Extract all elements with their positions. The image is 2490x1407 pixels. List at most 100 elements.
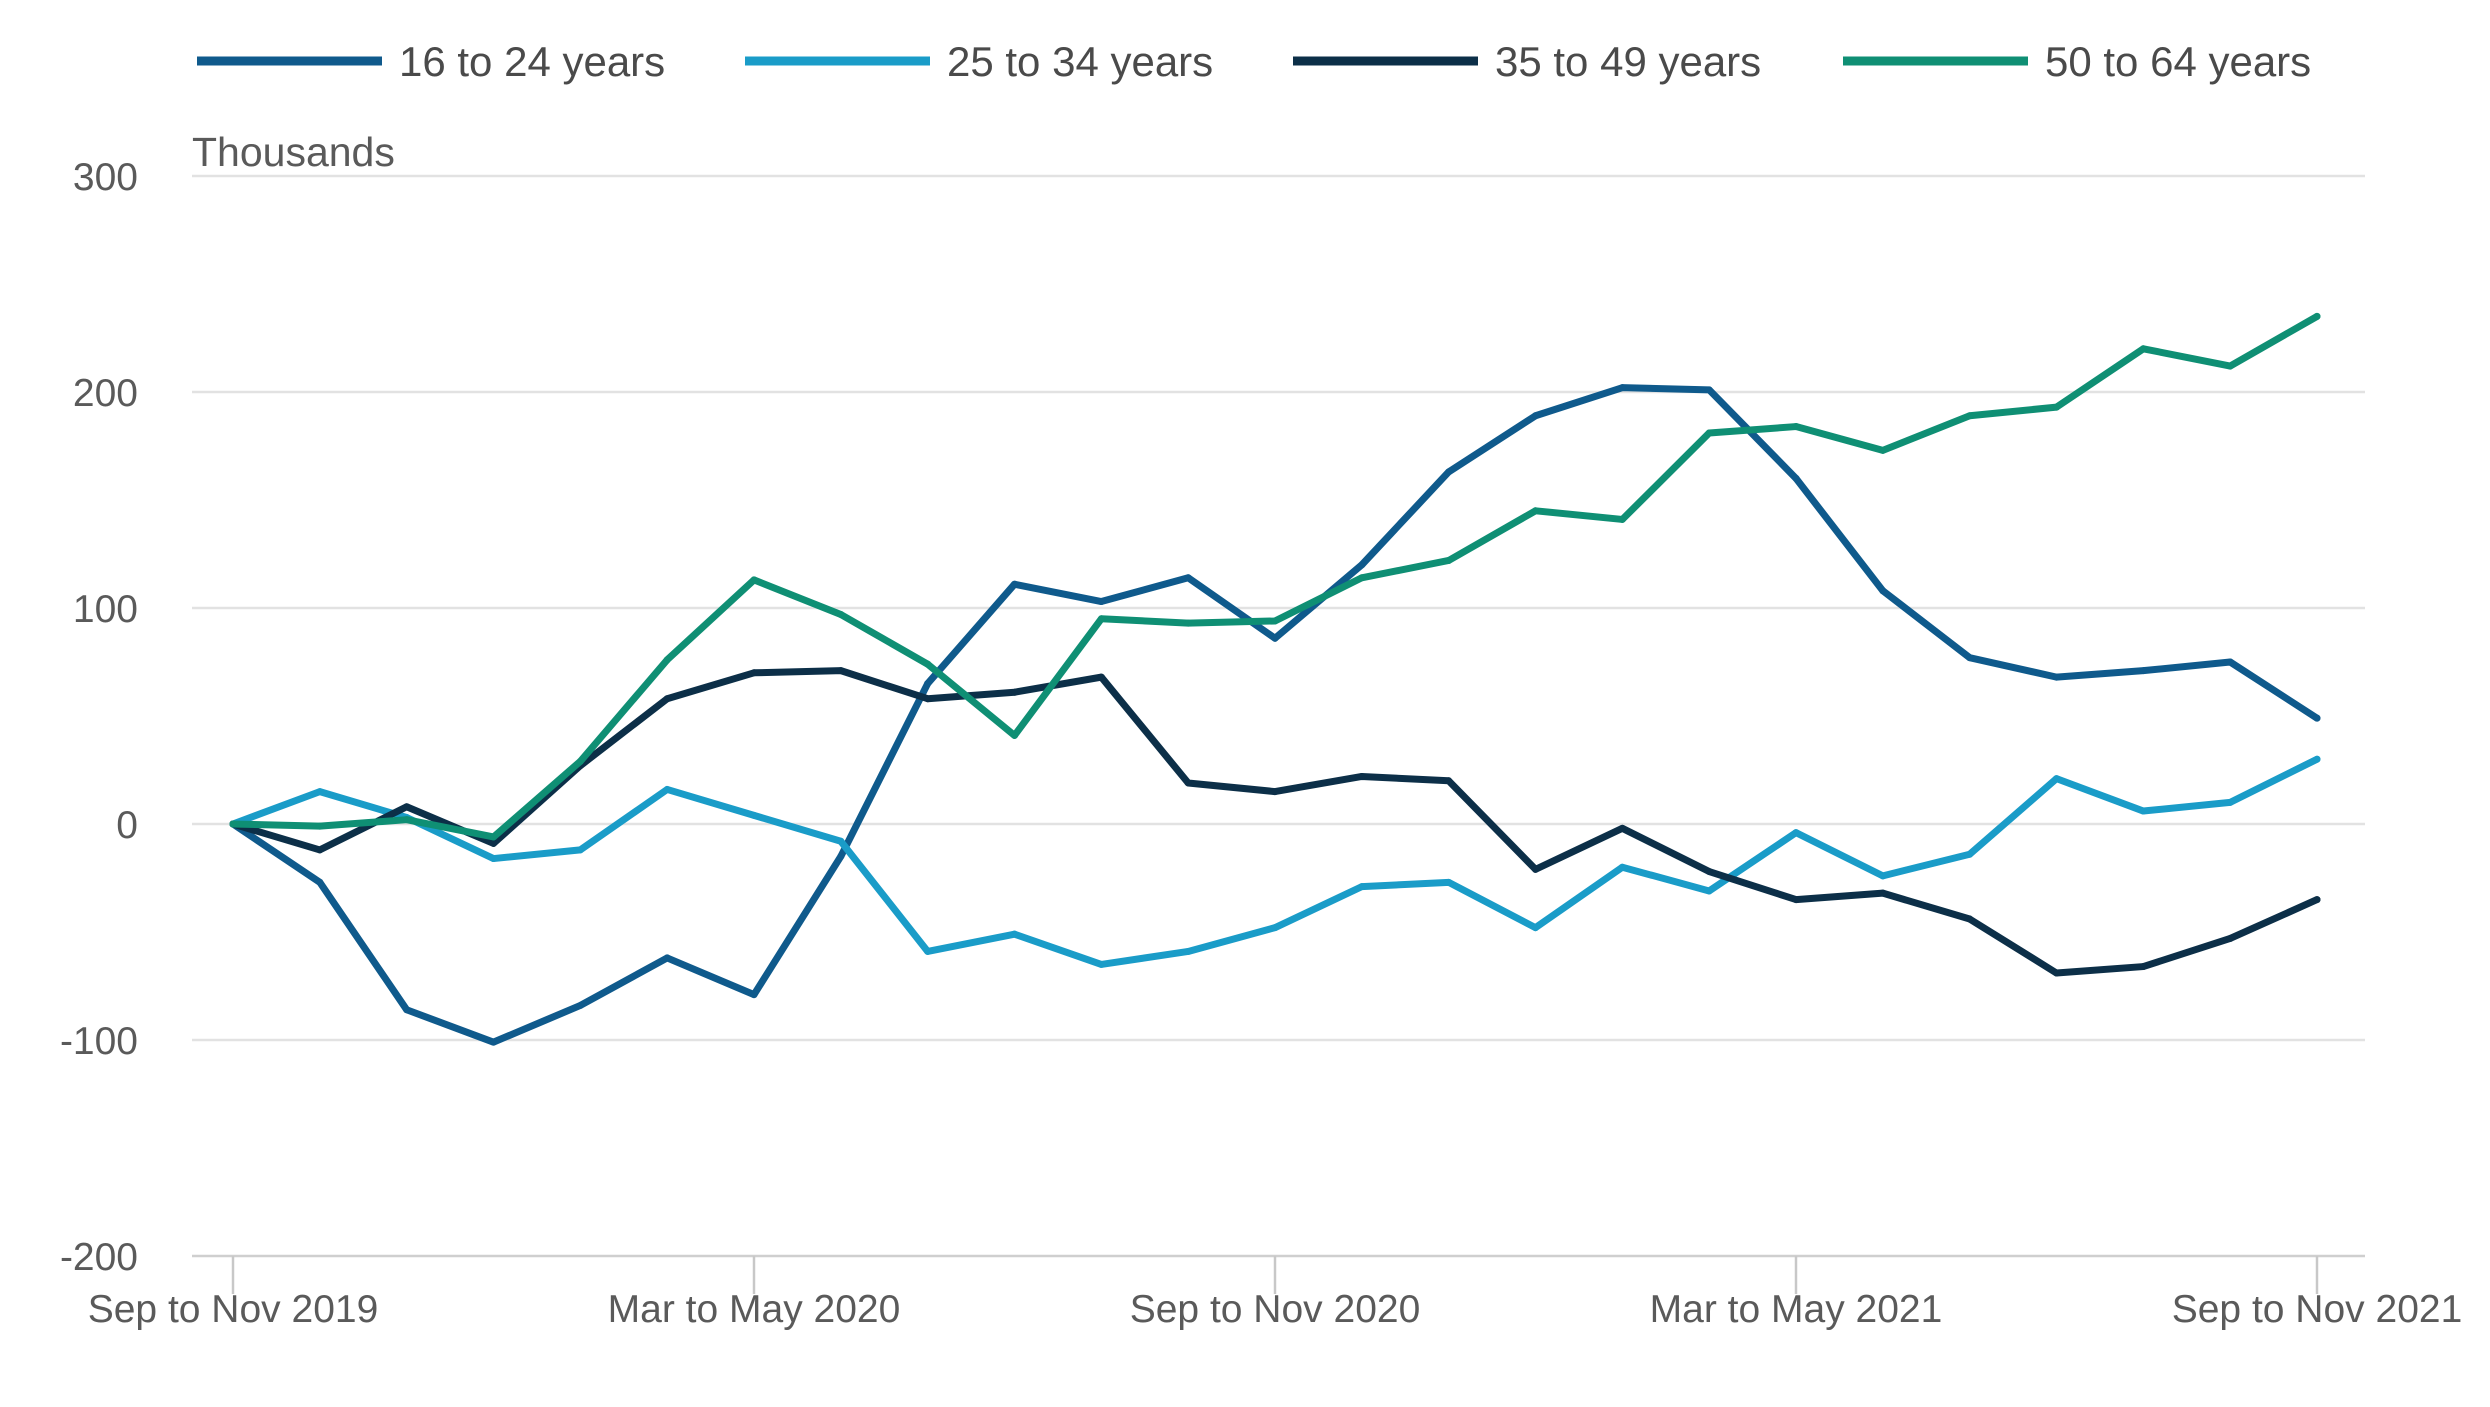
data-point xyxy=(1097,960,1105,968)
data-point xyxy=(2053,403,2060,411)
data-point xyxy=(2226,934,2234,942)
data-point xyxy=(1011,688,1018,696)
data-point xyxy=(1618,515,1626,523)
data-point xyxy=(1184,574,1192,582)
x-tick-label: Sep to Nov 2021 xyxy=(2172,1288,2463,1331)
data-point xyxy=(1705,386,1713,394)
data-point xyxy=(2053,673,2060,681)
y-tick-label: 0 xyxy=(116,804,138,847)
data-point xyxy=(1271,634,1279,642)
data-point xyxy=(1358,883,1366,891)
data-point xyxy=(2139,807,2147,815)
data-point xyxy=(1358,772,1366,780)
data-point xyxy=(490,1038,497,1046)
legend-label: 25 to 34 years xyxy=(947,38,1213,85)
data-point xyxy=(1618,824,1626,832)
data-point xyxy=(2053,969,2060,977)
data-point xyxy=(1966,915,1974,923)
data-point xyxy=(316,846,324,854)
data-point xyxy=(490,833,497,841)
y-tick-label: 300 xyxy=(73,156,138,199)
data-point xyxy=(1445,777,1453,785)
data-point xyxy=(2226,362,2234,370)
data-point xyxy=(316,878,324,886)
y-tick-label: -100 xyxy=(60,1020,138,1063)
data-point xyxy=(576,757,584,765)
data-point xyxy=(1358,561,1366,569)
data-point xyxy=(750,811,758,819)
data-point xyxy=(576,846,584,854)
data-point xyxy=(1271,924,1279,932)
data-point xyxy=(924,947,932,955)
data-point xyxy=(1532,507,1539,515)
data-point xyxy=(1792,896,1800,904)
y-tick-label: 200 xyxy=(73,372,138,415)
data-point xyxy=(1184,619,1192,627)
data-point xyxy=(663,954,671,962)
legend-label: 16 to 24 years xyxy=(399,38,665,85)
data-point xyxy=(403,1006,411,1014)
data-point xyxy=(403,816,411,824)
series-line xyxy=(229,312,2321,841)
series-50-to-64-years xyxy=(229,312,2321,841)
data-point xyxy=(1532,412,1539,420)
data-point xyxy=(924,660,932,668)
data-point xyxy=(2053,775,2060,783)
data-point xyxy=(1445,556,1453,564)
data-point xyxy=(316,822,324,830)
legend-item: 16 to 24 years xyxy=(197,38,665,85)
data-point xyxy=(2226,798,2234,806)
data-point xyxy=(1184,779,1192,787)
data-point xyxy=(663,695,671,703)
data-point xyxy=(316,788,324,796)
data-point xyxy=(1358,574,1366,582)
data-point xyxy=(2139,667,2147,675)
data-point xyxy=(1097,673,1105,681)
x-axis: Sep to Nov 2019 Mar to May 2020 Sep to Nov… xyxy=(88,1254,2463,1331)
data-point xyxy=(1879,446,1887,454)
data-point xyxy=(924,680,932,688)
data-point xyxy=(1705,887,1713,895)
y-tick-label: -200 xyxy=(60,1236,138,1279)
data-point xyxy=(1966,654,1974,662)
data-point xyxy=(750,991,758,999)
y-unit-label: Thousands xyxy=(192,129,395,175)
legend-item: 35 to 49 years xyxy=(1293,38,1761,85)
legend: 16 to 24 years 25 to 34 years 35 to 49 yea… xyxy=(197,38,2311,85)
data-point xyxy=(1792,423,1800,431)
data-point xyxy=(837,610,845,618)
data-point xyxy=(750,669,758,677)
data-point xyxy=(1618,384,1626,392)
data-point xyxy=(2313,714,2321,722)
x-tick-label: Mar to May 2021 xyxy=(1650,1288,1943,1331)
data-point xyxy=(1792,474,1800,482)
data-point xyxy=(2313,896,2321,904)
data-point xyxy=(1011,930,1018,938)
legend-item: 50 to 64 years xyxy=(1843,38,2311,85)
legend-label: 50 to 64 years xyxy=(2045,38,2311,85)
y-axis: 300 200 100 0 -100 -200 xyxy=(60,156,138,1279)
data-point xyxy=(1966,850,1974,858)
data-point xyxy=(1792,829,1800,837)
data-point xyxy=(2313,755,2321,763)
data-point xyxy=(663,656,671,664)
x-tick-label: Mar to May 2020 xyxy=(608,1288,901,1331)
data-point xyxy=(1879,587,1887,595)
data-point xyxy=(2226,658,2234,666)
data-point xyxy=(2313,312,2321,320)
data-point xyxy=(837,667,845,675)
data-point xyxy=(1532,924,1539,932)
data-point xyxy=(837,837,845,845)
data-point xyxy=(1879,872,1887,880)
x-tick-label: Sep to Nov 2020 xyxy=(1130,1288,1421,1331)
data-point xyxy=(1966,412,1974,420)
series-16-to-24-years xyxy=(229,384,2321,1046)
data-point xyxy=(1011,731,1018,739)
data-point xyxy=(229,820,237,828)
data-point xyxy=(924,695,932,703)
data-point xyxy=(837,852,845,860)
data-point xyxy=(403,803,411,811)
data-point xyxy=(1271,617,1279,625)
data-point xyxy=(1532,865,1539,873)
